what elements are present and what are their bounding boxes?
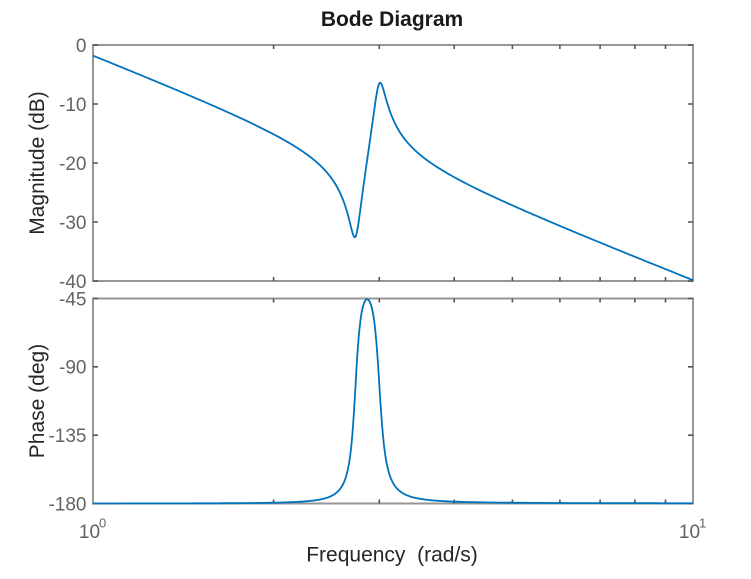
svg-text:-45: -45 — [59, 289, 86, 310]
svg-text:1: 1 — [699, 516, 706, 531]
svg-text:-30: -30 — [59, 213, 86, 234]
svg-text:Bode Diagram: Bode Diagram — [321, 8, 463, 31]
svg-text:10: 10 — [679, 522, 700, 543]
svg-text:0: 0 — [99, 516, 106, 531]
svg-text:-10: -10 — [59, 95, 86, 116]
svg-text:-135: -135 — [48, 426, 86, 447]
svg-text:10: 10 — [79, 522, 100, 543]
svg-text:-90: -90 — [59, 358, 86, 379]
svg-text:Frequency (rad/s): Frequency (rad/s) — [306, 544, 478, 567]
svg-text:-40: -40 — [59, 272, 86, 293]
svg-text:0: 0 — [76, 36, 87, 57]
svg-text:-20: -20 — [59, 154, 86, 175]
svg-text:-180: -180 — [48, 494, 86, 515]
svg-text:Phase (deg): Phase (deg) — [26, 344, 49, 458]
svg-text:Magnitude (dB): Magnitude (dB) — [26, 91, 49, 235]
